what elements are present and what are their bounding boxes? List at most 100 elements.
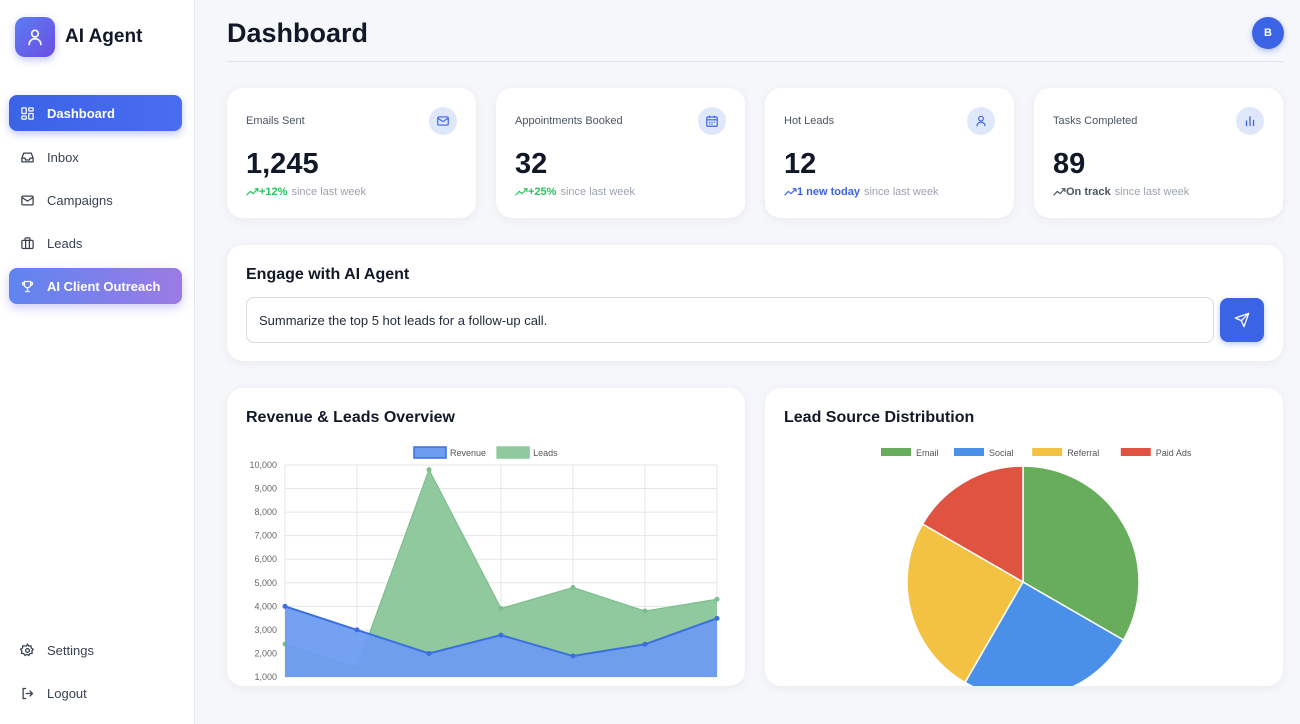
stat-label: Hot Leads	[784, 115, 835, 127]
sidebar-item-label: Leads	[47, 235, 83, 251]
stat-value: 89	[1053, 148, 1086, 180]
calendar-icon	[698, 107, 726, 135]
legend-swatch	[954, 448, 984, 456]
sidebar-item-label: Campaigns	[47, 192, 113, 208]
trending-up-icon	[246, 188, 259, 196]
y-tick-label: 7,000	[254, 531, 277, 541]
data-point	[714, 615, 720, 621]
lead-source-chart: Email Social Referral Paid Ads	[881, 448, 1192, 686]
x-tick-label: Apr	[494, 685, 508, 686]
brand-logo	[15, 17, 55, 57]
sidebar-item-ai-client-outreach[interactable]: AI Client Outreach	[9, 268, 182, 304]
stat-footer: +12% since last week	[246, 186, 366, 198]
gear-icon	[19, 642, 35, 658]
stat-value: 32	[515, 148, 548, 180]
sidebar-item-campaigns[interactable]: Campaigns	[9, 182, 182, 218]
stat-trend-suffix: since last week	[1114, 186, 1190, 198]
stat-card-appointments-booked: Appointments Booked 32 +25% since last w…	[496, 88, 745, 218]
revenue-leads-chart: Revenue Leads 1,000 2,000 3,000 4,000 5,000 6,0…	[249, 446, 723, 686]
briefcase-icon	[19, 235, 35, 251]
pie-slice-referral	[906, 522, 1025, 684]
sidebar-item-label: Logout	[47, 685, 87, 701]
stat-trend: +12%	[246, 186, 287, 198]
stat-trend-suffix: since last week	[863, 186, 939, 198]
stat-label: Emails Sent	[246, 115, 305, 127]
avatar[interactable]: B	[1252, 17, 1284, 49]
data-point	[570, 653, 576, 659]
stat-trend-text: 1 new today	[797, 186, 860, 198]
legend-swatch	[881, 448, 911, 456]
pie-slice-social	[963, 580, 1125, 686]
stat-label: Tasks Completed	[1053, 115, 1138, 127]
mail-icon	[429, 107, 457, 135]
sidebar-item-dashboard[interactable]: Dashboard	[9, 95, 182, 131]
chart-title: Revenue & Leads Overview	[246, 409, 455, 426]
data-point	[426, 467, 432, 473]
user-icon	[28, 29, 42, 46]
stat-value: 1,245	[246, 148, 319, 180]
inbox-icon	[19, 149, 35, 165]
legend-label: Leads	[533, 448, 558, 458]
sidebar-item-label: AI Client Outreach	[47, 278, 161, 294]
stat-footer: On track since last week	[1053, 186, 1189, 198]
series-area	[285, 469, 717, 677]
chart-title: Lead Source Distribution	[784, 409, 975, 426]
sidebar-item-settings[interactable]: Settings	[9, 632, 182, 668]
stat-trend-suffix: since last week	[560, 186, 636, 198]
legend-label: Referral	[1067, 448, 1099, 458]
stat-label: Appointments Booked	[515, 115, 623, 127]
page-title: Dashboard	[227, 18, 369, 48]
stat-value: 12	[784, 148, 817, 180]
stat-card-emails-sent: Emails Sent 1,245 +12% since last week	[227, 88, 476, 218]
legend-item-email: Email	[881, 448, 939, 458]
y-tick-label: 1,000	[254, 672, 277, 682]
brand[interactable]: AI Agent	[15, 17, 142, 57]
agent-prompt-input[interactable]	[246, 297, 1214, 343]
sidebar-item-inbox[interactable]: Inbox	[9, 139, 182, 175]
y-tick-label: 4,000	[254, 601, 277, 611]
x-tick-label: Mar	[421, 685, 437, 686]
y-axis-ticks: 1,000 2,000 3,000 4,000 5,000 6,000 7,000 8,000…	[249, 460, 277, 682]
legend-label: Revenue	[450, 448, 486, 458]
data-point	[642, 641, 648, 647]
y-tick-label: 10,000	[249, 460, 277, 470]
x-tick-label: Jun	[638, 685, 653, 686]
data-point	[426, 650, 432, 656]
send-button[interactable]	[1220, 298, 1264, 342]
data-point	[282, 603, 288, 609]
lead-source-chart-card: Lead Source Distribution Email Social Refe…	[765, 388, 1283, 686]
stat-card-tasks-completed: Tasks Completed 89 On track since last w…	[1034, 88, 1283, 218]
stat-trend-text: On track	[1066, 186, 1111, 198]
x-tick-label: Jan	[278, 685, 293, 686]
trophy-icon	[19, 278, 35, 294]
legend-swatch	[496, 446, 530, 459]
legend-label: Social	[989, 448, 1014, 458]
user-icon	[967, 107, 995, 135]
legend-swatch	[413, 446, 447, 459]
sidebar-item-logout[interactable]: Logout	[9, 675, 182, 711]
sidebar-item-label: Dashboard	[47, 105, 115, 121]
series-revenue	[282, 603, 720, 677]
legend-item-referral: Referral	[1032, 448, 1099, 458]
bar-chart-icon	[1236, 107, 1264, 135]
brand-name: AI Agent	[65, 26, 143, 47]
sidebar-item-leads[interactable]: Leads	[9, 225, 182, 261]
data-point	[498, 632, 504, 638]
stat-trend: On track	[1053, 186, 1111, 198]
trending-up-icon	[784, 188, 797, 196]
dashboard-icon	[19, 105, 35, 121]
stat-trend: +25%	[515, 186, 556, 198]
x-axis-ticks: Jan Feb Mar Apr May Jun Jul	[278, 685, 723, 686]
header-divider	[227, 61, 1284, 62]
x-tick-label: Feb	[349, 685, 365, 686]
y-tick-label: 3,000	[254, 625, 277, 635]
pie-slice-paid-ads	[921, 465, 1024, 584]
data-point	[498, 606, 504, 612]
x-tick-label: May	[564, 685, 582, 686]
engage-title: Engage with AI Agent	[246, 266, 410, 283]
y-tick-label: 5,000	[254, 578, 277, 588]
sidebar-item-label: Settings	[47, 642, 94, 658]
y-tick-label: 8,000	[254, 507, 277, 517]
pie-slice-email	[1022, 465, 1140, 642]
trending-up-icon	[1053, 188, 1066, 196]
